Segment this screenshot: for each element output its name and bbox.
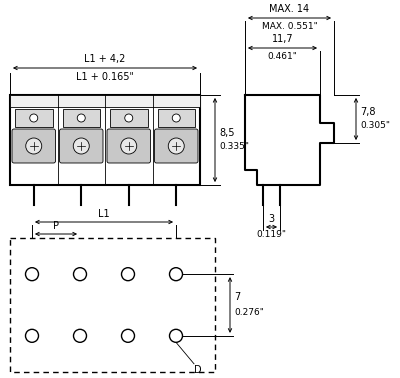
Circle shape: [170, 329, 182, 342]
Text: 0.461": 0.461": [268, 52, 298, 61]
FancyBboxPatch shape: [154, 129, 198, 163]
Text: P: P: [53, 221, 59, 231]
Text: 7,8: 7,8: [360, 107, 376, 117]
Circle shape: [26, 138, 42, 154]
Circle shape: [26, 268, 38, 281]
Text: 0.276": 0.276": [234, 308, 264, 317]
Circle shape: [74, 268, 86, 281]
Text: 0.305": 0.305": [360, 121, 390, 130]
Circle shape: [77, 114, 85, 122]
Circle shape: [122, 329, 134, 342]
Bar: [10, 95, 200, 185]
Circle shape: [168, 138, 184, 154]
FancyBboxPatch shape: [12, 129, 56, 163]
Bar: [62, 109, 100, 127]
Circle shape: [73, 138, 89, 154]
Circle shape: [74, 329, 86, 342]
Bar: [10, 238, 215, 372]
Circle shape: [172, 114, 180, 122]
Bar: [110, 109, 148, 127]
FancyBboxPatch shape: [60, 129, 103, 163]
Circle shape: [30, 114, 38, 122]
Bar: [10, 95, 200, 107]
Text: L1: L1: [98, 209, 110, 219]
Text: 7: 7: [234, 292, 240, 302]
FancyBboxPatch shape: [107, 129, 150, 163]
Text: D: D: [194, 365, 202, 375]
Circle shape: [26, 329, 38, 342]
Text: 11,7: 11,7: [272, 34, 293, 44]
Circle shape: [170, 268, 182, 281]
Text: MAX. 14: MAX. 14: [270, 4, 310, 14]
Text: L1 + 0.165": L1 + 0.165": [76, 72, 134, 82]
Circle shape: [122, 268, 134, 281]
Text: L1 + 4,2: L1 + 4,2: [84, 54, 126, 64]
Circle shape: [121, 138, 137, 154]
Text: 0.335": 0.335": [219, 142, 249, 151]
Text: 8,5: 8,5: [219, 128, 234, 138]
Bar: [15, 109, 52, 127]
Text: 0.119": 0.119": [256, 230, 286, 239]
Bar: [158, 109, 195, 127]
Circle shape: [125, 114, 133, 122]
Text: MAX. 0.551": MAX. 0.551": [262, 22, 317, 31]
Text: 3: 3: [268, 214, 274, 224]
